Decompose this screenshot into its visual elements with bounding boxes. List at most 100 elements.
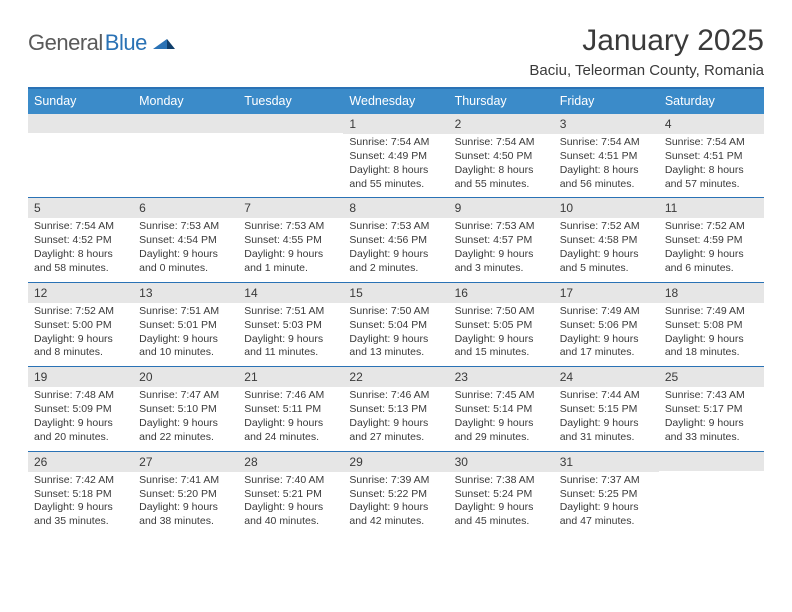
day-info-line: and 38 minutes.: [139, 515, 232, 529]
day-cell: 23Sunrise: 7:45 AMSunset: 5:14 PMDayligh…: [449, 367, 554, 450]
day-info-line: Sunset: 5:11 PM: [244, 403, 337, 417]
day-number: 19: [28, 367, 133, 387]
day-info-line: Sunrise: 7:42 AM: [34, 474, 127, 488]
day-info-line: Sunrise: 7:53 AM: [139, 220, 232, 234]
day-cell: 13Sunrise: 7:51 AMSunset: 5:01 PMDayligh…: [133, 283, 238, 366]
day-info-line: and 47 minutes.: [560, 515, 653, 529]
day-info-line: and 55 minutes.: [349, 178, 442, 192]
day-info: Sunrise: 7:51 AMSunset: 5:03 PMDaylight:…: [238, 303, 343, 360]
day-info-line: and 57 minutes.: [665, 178, 758, 192]
day-info-line: Daylight: 9 hours: [244, 333, 337, 347]
day-info-line: Sunset: 5:20 PM: [139, 488, 232, 502]
day-cell: 29Sunrise: 7:39 AMSunset: 5:22 PMDayligh…: [343, 452, 448, 535]
day-info-line: Daylight: 8 hours: [665, 164, 758, 178]
day-info-line: and 18 minutes.: [665, 346, 758, 360]
day-number: [659, 452, 764, 471]
day-cell: 2Sunrise: 7:54 AMSunset: 4:50 PMDaylight…: [449, 114, 554, 197]
day-info-line: and 8 minutes.: [34, 346, 127, 360]
day-info-line: Daylight: 9 hours: [139, 417, 232, 431]
day-info-line: Sunrise: 7:49 AM: [665, 305, 758, 319]
day-info-line: Daylight: 9 hours: [34, 501, 127, 515]
day-info-line: and 15 minutes.: [455, 346, 548, 360]
weekday-label: Thursday: [449, 89, 554, 114]
day-info-line: and 3 minutes.: [455, 262, 548, 276]
day-info: Sunrise: 7:37 AMSunset: 5:25 PMDaylight:…: [554, 472, 659, 529]
week-row: 26Sunrise: 7:42 AMSunset: 5:18 PMDayligh…: [28, 452, 764, 535]
day-cell: 14Sunrise: 7:51 AMSunset: 5:03 PMDayligh…: [238, 283, 343, 366]
day-info-line: and 45 minutes.: [455, 515, 548, 529]
week-row: 5Sunrise: 7:54 AMSunset: 4:52 PMDaylight…: [28, 198, 764, 282]
day-cell: 18Sunrise: 7:49 AMSunset: 5:08 PMDayligh…: [659, 283, 764, 366]
day-cell: [659, 452, 764, 535]
day-info: Sunrise: 7:54 AMSunset: 4:52 PMDaylight:…: [28, 218, 133, 275]
day-info-line: and 55 minutes.: [455, 178, 548, 192]
day-info-line: Sunrise: 7:50 AM: [455, 305, 548, 319]
day-info: Sunrise: 7:49 AMSunset: 5:08 PMDaylight:…: [659, 303, 764, 360]
day-cell: 28Sunrise: 7:40 AMSunset: 5:21 PMDayligh…: [238, 452, 343, 535]
day-info-line: Sunset: 5:06 PM: [560, 319, 653, 333]
day-info-line: and 2 minutes.: [349, 262, 442, 276]
day-cell: 17Sunrise: 7:49 AMSunset: 5:06 PMDayligh…: [554, 283, 659, 366]
day-number: 1: [343, 114, 448, 134]
day-cell: 20Sunrise: 7:47 AMSunset: 5:10 PMDayligh…: [133, 367, 238, 450]
day-info-line: Sunrise: 7:54 AM: [560, 136, 653, 150]
day-info: Sunrise: 7:39 AMSunset: 5:22 PMDaylight:…: [343, 472, 448, 529]
day-info-line: Sunset: 5:10 PM: [139, 403, 232, 417]
day-info-line: Sunset: 5:09 PM: [34, 403, 127, 417]
day-info-line: Daylight: 9 hours: [560, 333, 653, 347]
day-info: Sunrise: 7:54 AMSunset: 4:51 PMDaylight:…: [659, 134, 764, 191]
day-number: 14: [238, 283, 343, 303]
weekday-label: Tuesday: [238, 89, 343, 114]
day-info-line: Sunset: 5:25 PM: [560, 488, 653, 502]
day-info: Sunrise: 7:54 AMSunset: 4:51 PMDaylight:…: [554, 134, 659, 191]
day-cell: [28, 114, 133, 197]
day-number: 12: [28, 283, 133, 303]
day-number: 23: [449, 367, 554, 387]
day-info-line: Sunset: 4:58 PM: [560, 234, 653, 248]
day-info-line: Daylight: 8 hours: [455, 164, 548, 178]
day-cell: [133, 114, 238, 197]
day-info-line: Sunrise: 7:54 AM: [34, 220, 127, 234]
weekday-label: Sunday: [28, 89, 133, 114]
day-number: 24: [554, 367, 659, 387]
day-info-line: Sunset: 5:22 PM: [349, 488, 442, 502]
day-info: Sunrise: 7:41 AMSunset: 5:20 PMDaylight:…: [133, 472, 238, 529]
day-cell: 19Sunrise: 7:48 AMSunset: 5:09 PMDayligh…: [28, 367, 133, 450]
day-number: 25: [659, 367, 764, 387]
day-info-line: Sunrise: 7:45 AM: [455, 389, 548, 403]
day-info-line: Daylight: 9 hours: [665, 248, 758, 262]
calendar-page: General Blue January 2025 Baciu, Teleorm…: [0, 0, 792, 555]
day-info-line: Daylight: 8 hours: [560, 164, 653, 178]
day-info-line: Sunset: 5:15 PM: [560, 403, 653, 417]
day-cell: 26Sunrise: 7:42 AMSunset: 5:18 PMDayligh…: [28, 452, 133, 535]
day-info: Sunrise: 7:46 AMSunset: 5:13 PMDaylight:…: [343, 387, 448, 444]
day-number: 6: [133, 198, 238, 218]
day-number: 20: [133, 367, 238, 387]
day-cell: 31Sunrise: 7:37 AMSunset: 5:25 PMDayligh…: [554, 452, 659, 535]
day-info-line: and 1 minute.: [244, 262, 337, 276]
day-info-line: Daylight: 9 hours: [139, 248, 232, 262]
day-info-line: Sunset: 4:49 PM: [349, 150, 442, 164]
day-cell: 5Sunrise: 7:54 AMSunset: 4:52 PMDaylight…: [28, 198, 133, 281]
day-info: Sunrise: 7:52 AMSunset: 5:00 PMDaylight:…: [28, 303, 133, 360]
day-number: 17: [554, 283, 659, 303]
day-cell: 11Sunrise: 7:52 AMSunset: 4:59 PMDayligh…: [659, 198, 764, 281]
day-info-line: Sunset: 4:50 PM: [455, 150, 548, 164]
day-info-line: Sunrise: 7:54 AM: [349, 136, 442, 150]
day-info-line: Sunrise: 7:37 AM: [560, 474, 653, 488]
weekday-label: Friday: [554, 89, 659, 114]
day-cell: 9Sunrise: 7:53 AMSunset: 4:57 PMDaylight…: [449, 198, 554, 281]
day-info: Sunrise: 7:50 AMSunset: 5:05 PMDaylight:…: [449, 303, 554, 360]
day-number: 5: [28, 198, 133, 218]
day-number: 3: [554, 114, 659, 134]
day-info-line: Daylight: 9 hours: [455, 501, 548, 515]
location-label: Baciu, Teleorman County, Romania: [529, 62, 764, 79]
day-info: Sunrise: 7:40 AMSunset: 5:21 PMDaylight:…: [238, 472, 343, 529]
day-info-line: Sunset: 5:14 PM: [455, 403, 548, 417]
day-info-line: and 29 minutes.: [455, 431, 548, 445]
logo-text-blue: Blue: [105, 30, 147, 56]
day-info-line: Sunset: 4:51 PM: [560, 150, 653, 164]
day-info-line: Sunset: 5:08 PM: [665, 319, 758, 333]
day-cell: 27Sunrise: 7:41 AMSunset: 5:20 PMDayligh…: [133, 452, 238, 535]
day-number: 30: [449, 452, 554, 472]
